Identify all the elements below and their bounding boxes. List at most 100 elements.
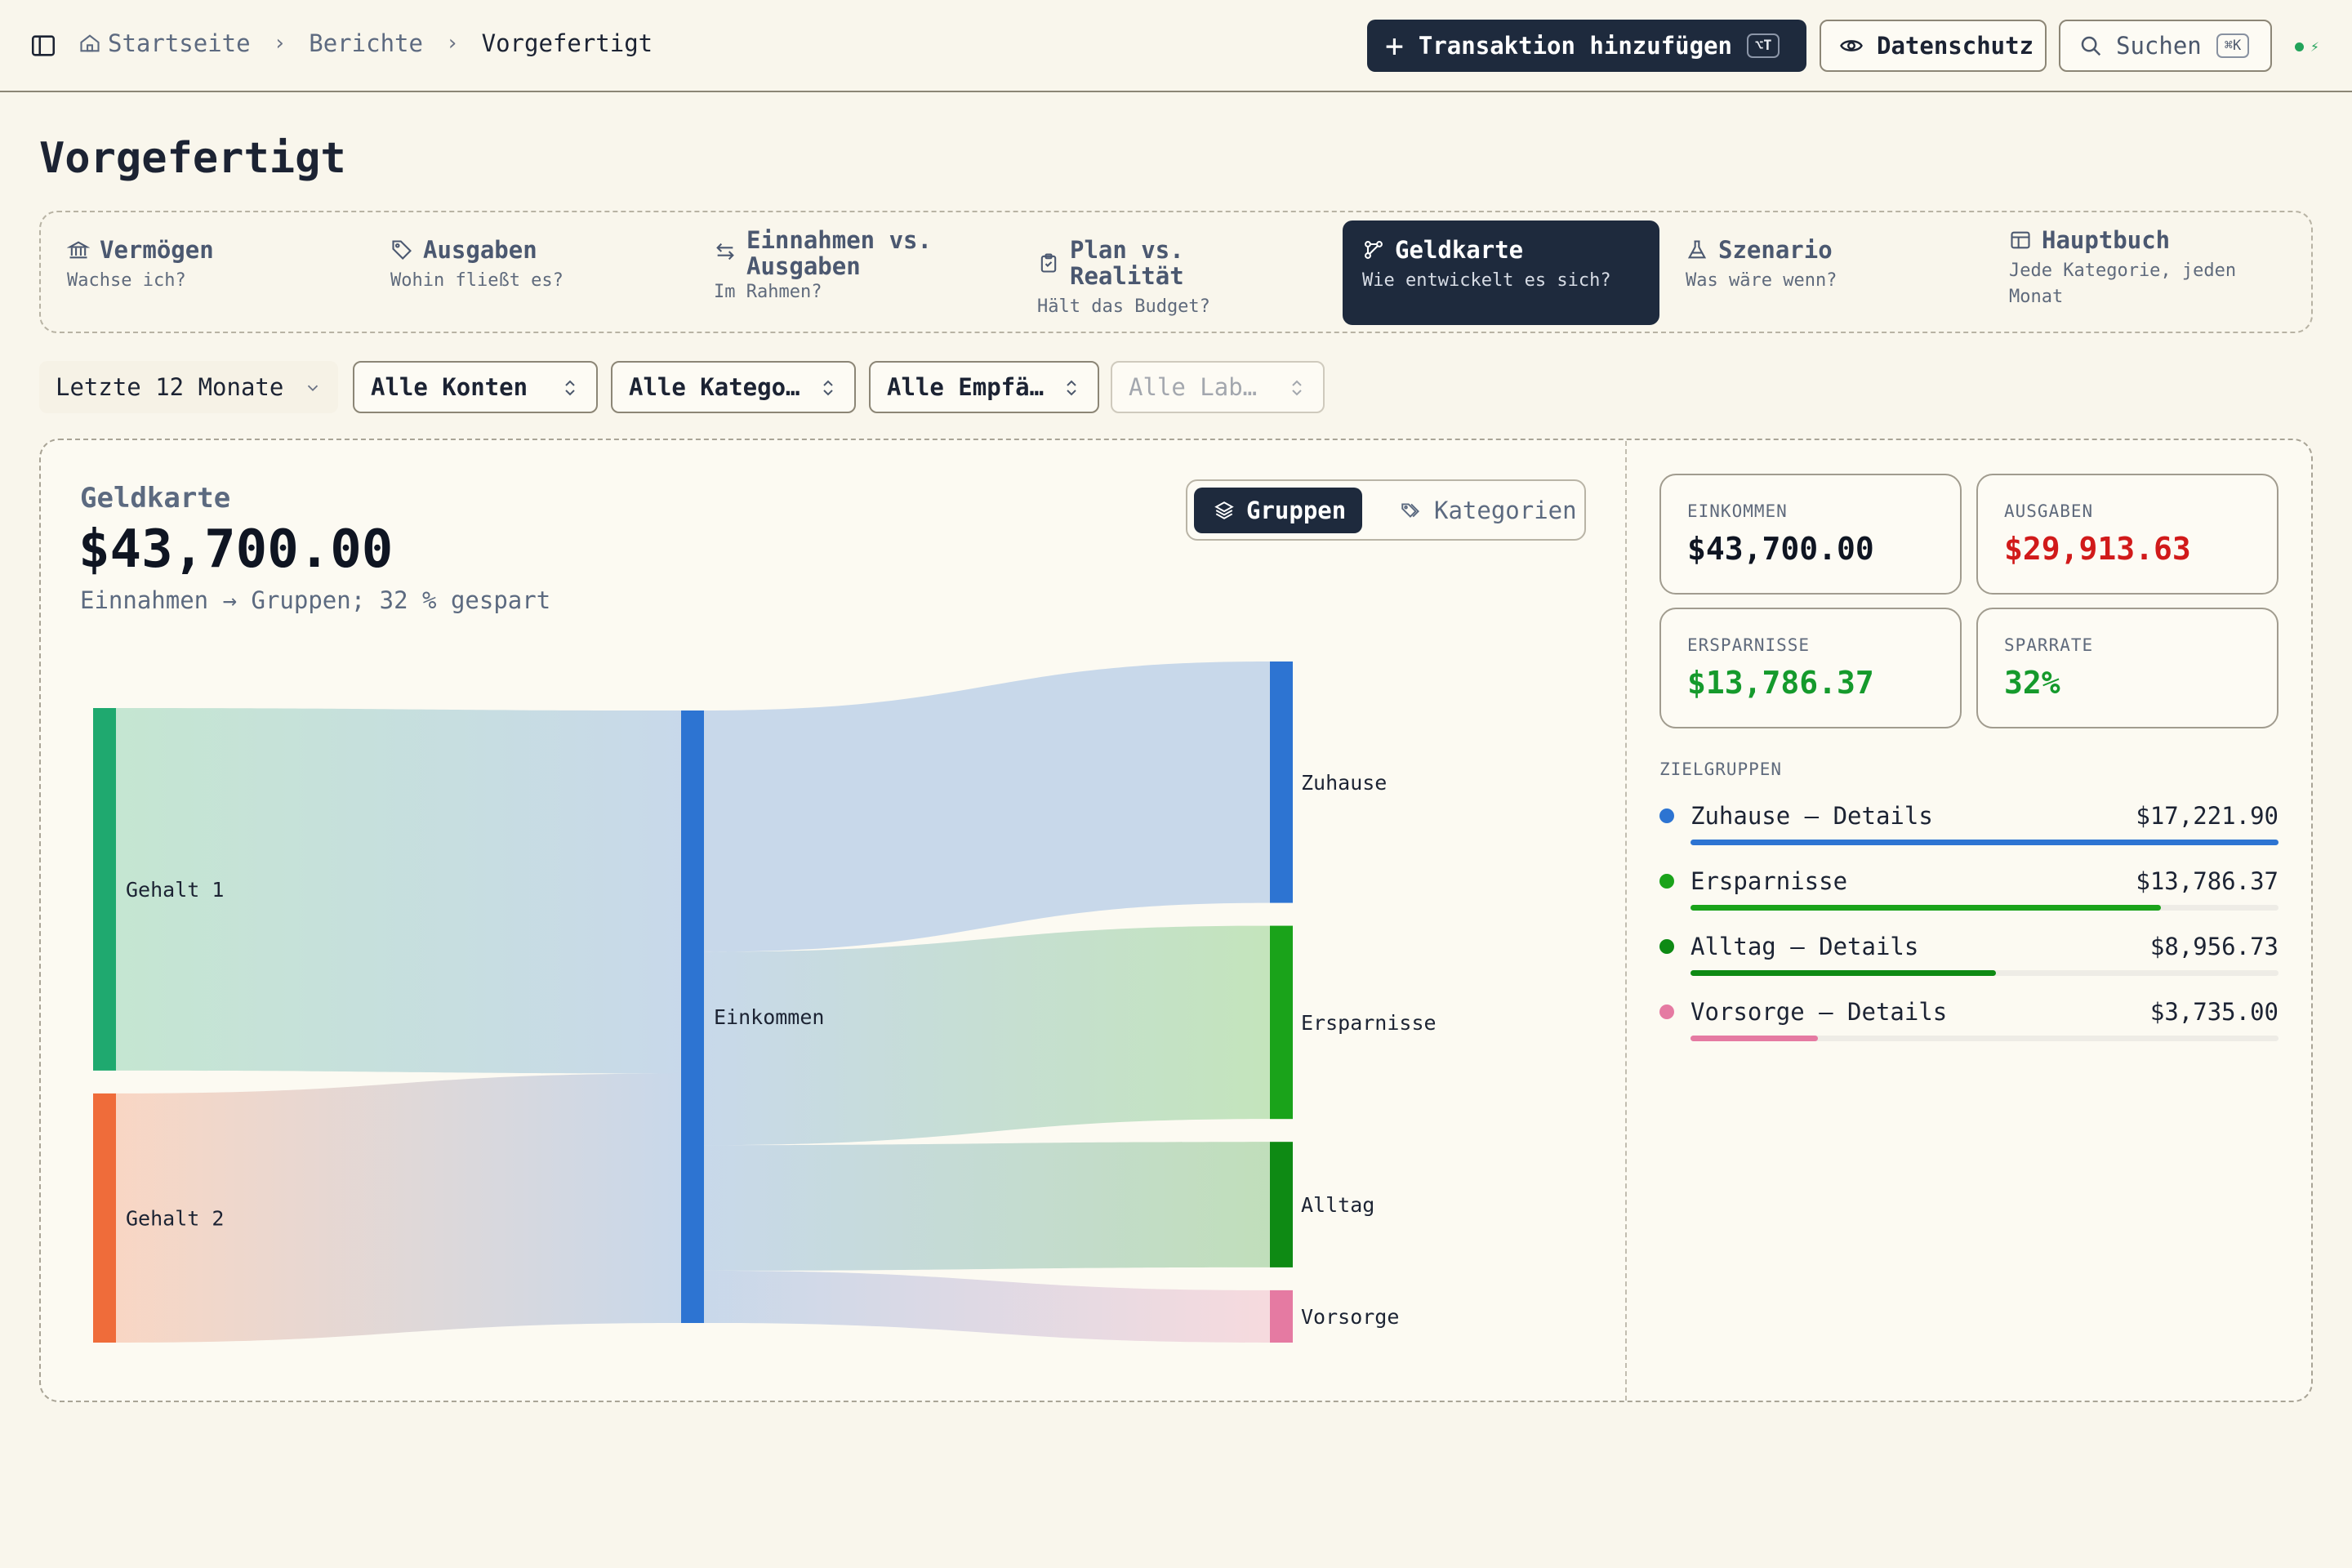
sankey-node[interactable] — [681, 710, 704, 1323]
target-group-row[interactable]: Vorsorge — Details $3,735.00 — [1659, 995, 2278, 1044]
sankey-link — [704, 1270, 1270, 1343]
sankey-node-label: Zuhause — [1301, 771, 1387, 795]
connection-status: ⚡ — [2295, 38, 2319, 56]
labels-value: Alle Lab… — [1129, 373, 1258, 401]
sankey-node[interactable] — [1270, 662, 1293, 903]
sankey-node-label: Alltag — [1301, 1193, 1374, 1217]
target-groups-title: ZIELGRUPPEN — [1659, 760, 1783, 779]
search-button[interactable]: Suchen ⌘K — [2059, 20, 2272, 72]
tab-title: Einnahmen vs. Ausgaben — [746, 226, 932, 280]
sidebar-toggle-icon[interactable] — [29, 32, 57, 60]
breadcrumb-home[interactable]: Startseite — [108, 29, 251, 57]
income-label: EINKOMMEN — [1687, 501, 1788, 521]
add-transaction-button[interactable]: + Transaktion hinzufügen ⌥T — [1367, 20, 1806, 72]
bank-icon — [67, 241, 90, 259]
target-group-bar-track — [1690, 905, 2278, 911]
tab-szenario[interactable]: Szenario Was wäre wenn? — [1666, 220, 1976, 325]
savings-label: ERSPARNISSE — [1687, 635, 1811, 655]
tab-subtitle: Wie entwickelt es sich? — [1362, 270, 1611, 291]
target-group-row[interactable]: Zuhause — Details $17,221.90 — [1659, 799, 2278, 848]
target-group-bar-fill — [1690, 1036, 1819, 1041]
add-transaction-label: Transaktion hinzufügen — [1418, 32, 1732, 60]
savings-stat-card: ERSPARNISSE $13,786.37 — [1659, 608, 1962, 728]
target-group-name: Alltag — Details — [1690, 933, 1919, 960]
tab-plan-realitaet[interactable]: Plan vs. Realität Hält das Budget? — [1018, 220, 1328, 325]
sankey-link — [704, 662, 1270, 952]
sankey-node[interactable] — [1270, 1142, 1293, 1267]
categories-select[interactable]: Alle Katego… — [611, 361, 856, 413]
savings-value: $13,786.37 — [1687, 665, 1874, 701]
moneymap-title: Geldkarte — [80, 482, 231, 514]
target-group-bar-track — [1690, 970, 2278, 976]
report-tabs: Vermögen Wachse ich? Ausgaben Wohin flie… — [39, 211, 2313, 333]
sankey-node[interactable] — [93, 708, 116, 1071]
period-select[interactable]: Letzte 12 Monate — [39, 361, 338, 413]
categories-toggle-button[interactable]: Kategorien — [1380, 488, 1577, 533]
tab-subtitle: Was wäre wenn? — [1686, 270, 1838, 291]
chevron-right-icon: › — [445, 31, 459, 56]
home-icon — [80, 34, 100, 52]
moneymap-amount: $43,700.00 — [78, 519, 394, 580]
chevron-updown-icon — [1292, 380, 1302, 396]
sankey-link — [704, 1142, 1270, 1271]
sankey-node[interactable] — [1270, 1290, 1293, 1343]
view-toggle: Gruppen Kategorien — [1186, 479, 1586, 541]
clipboard-icon — [1040, 253, 1057, 273]
groups-toggle-button[interactable]: Gruppen — [1194, 488, 1362, 533]
target-group-bar-track — [1690, 840, 2278, 845]
tab-subtitle: Im Rahmen? — [714, 282, 822, 302]
sankey-node[interactable] — [93, 1093, 116, 1343]
period-value: Letzte 12 Monate — [56, 373, 284, 401]
sankey-node[interactable] — [1270, 925, 1293, 1120]
tab-vermoegen[interactable]: Vermögen Wachse ich? — [47, 220, 358, 325]
breadcrumb-reports[interactable]: Berichte — [309, 29, 423, 57]
target-group-name: Ersparnisse — [1690, 867, 1848, 895]
tab-ausgaben[interactable]: Ausgaben Wohin fließt es? — [371, 220, 681, 325]
tab-subtitle: Wohin fließt es? — [390, 270, 564, 291]
tab-hauptbuch[interactable]: Hauptbuch Jede Kategorie, jeden Monat — [1989, 220, 2300, 325]
legend-dot — [1659, 808, 1674, 823]
flask-icon — [1687, 240, 1707, 259]
chevron-updown-icon — [823, 380, 833, 396]
legend-dot — [1659, 939, 1674, 954]
eye-icon — [1840, 40, 1863, 51]
status-dot — [2295, 42, 2304, 51]
legend-dot — [1659, 874, 1674, 889]
chevron-right-icon: › — [273, 31, 287, 56]
accounts-select[interactable]: Alle Konten — [353, 361, 598, 413]
target-group-bar-fill — [1690, 840, 2278, 845]
expenses-label: AUSGABEN — [2004, 501, 2094, 521]
plus-icon: + — [1385, 28, 1404, 64]
sankey-node-label: Ersparnisse — [1301, 1011, 1437, 1035]
shortcut-badge: ⌥T — [1747, 33, 1780, 58]
payees-select[interactable]: Alle Empfä… — [869, 361, 1099, 413]
target-group-bar-track — [1690, 1036, 2278, 1041]
tab-subtitle: Wachse ich? — [67, 270, 186, 291]
target-group-bar-fill — [1690, 905, 2161, 911]
privacy-button[interactable]: Datenschutz — [1820, 20, 2047, 72]
target-group-row[interactable]: Ersparnisse $13,786.37 — [1659, 864, 2278, 913]
tab-subtitle: Hält das Budget? — [1037, 296, 1210, 317]
tab-geldkarte[interactable]: Geldkarte Wie entwickelt es sich? — [1343, 220, 1659, 325]
sankey-node-label: Gehalt 1 — [126, 878, 224, 902]
labels-select[interactable]: Alle Lab… — [1111, 361, 1325, 413]
tab-title: Vermögen — [100, 236, 214, 264]
table-icon — [2011, 231, 2030, 249]
tab-title: Ausgaben — [423, 236, 537, 264]
income-value: $43,700.00 — [1687, 531, 1874, 567]
tab-einnahmen-ausgaben[interactable]: Einnahmen vs. Ausgaben Im Rahmen? — [694, 220, 1004, 325]
target-group-row[interactable]: Alltag — Details $8,956.73 — [1659, 929, 2278, 978]
target-group-amount: $8,956.73 — [2149, 933, 2278, 960]
expenses-value: $29,913.63 — [2004, 531, 2191, 567]
target-group-name: Vorsorge — Details — [1690, 998, 1948, 1026]
privacy-label: Datenschutz — [1877, 32, 2034, 60]
chevron-updown-icon — [1067, 380, 1076, 396]
income-stat-card: EINKOMMEN $43,700.00 — [1659, 474, 1962, 595]
card-divider — [1625, 441, 1627, 1401]
target-group-name: Zuhause — Details — [1690, 802, 1933, 830]
categories-label: Kategorien — [1434, 497, 1577, 524]
sankey-node-label: Einkommen — [714, 1005, 824, 1029]
sankey-link — [704, 925, 1270, 1146]
savings-rate-label: SPARRATE — [2004, 635, 2094, 655]
target-group-amount: $3,735.00 — [2149, 998, 2278, 1026]
